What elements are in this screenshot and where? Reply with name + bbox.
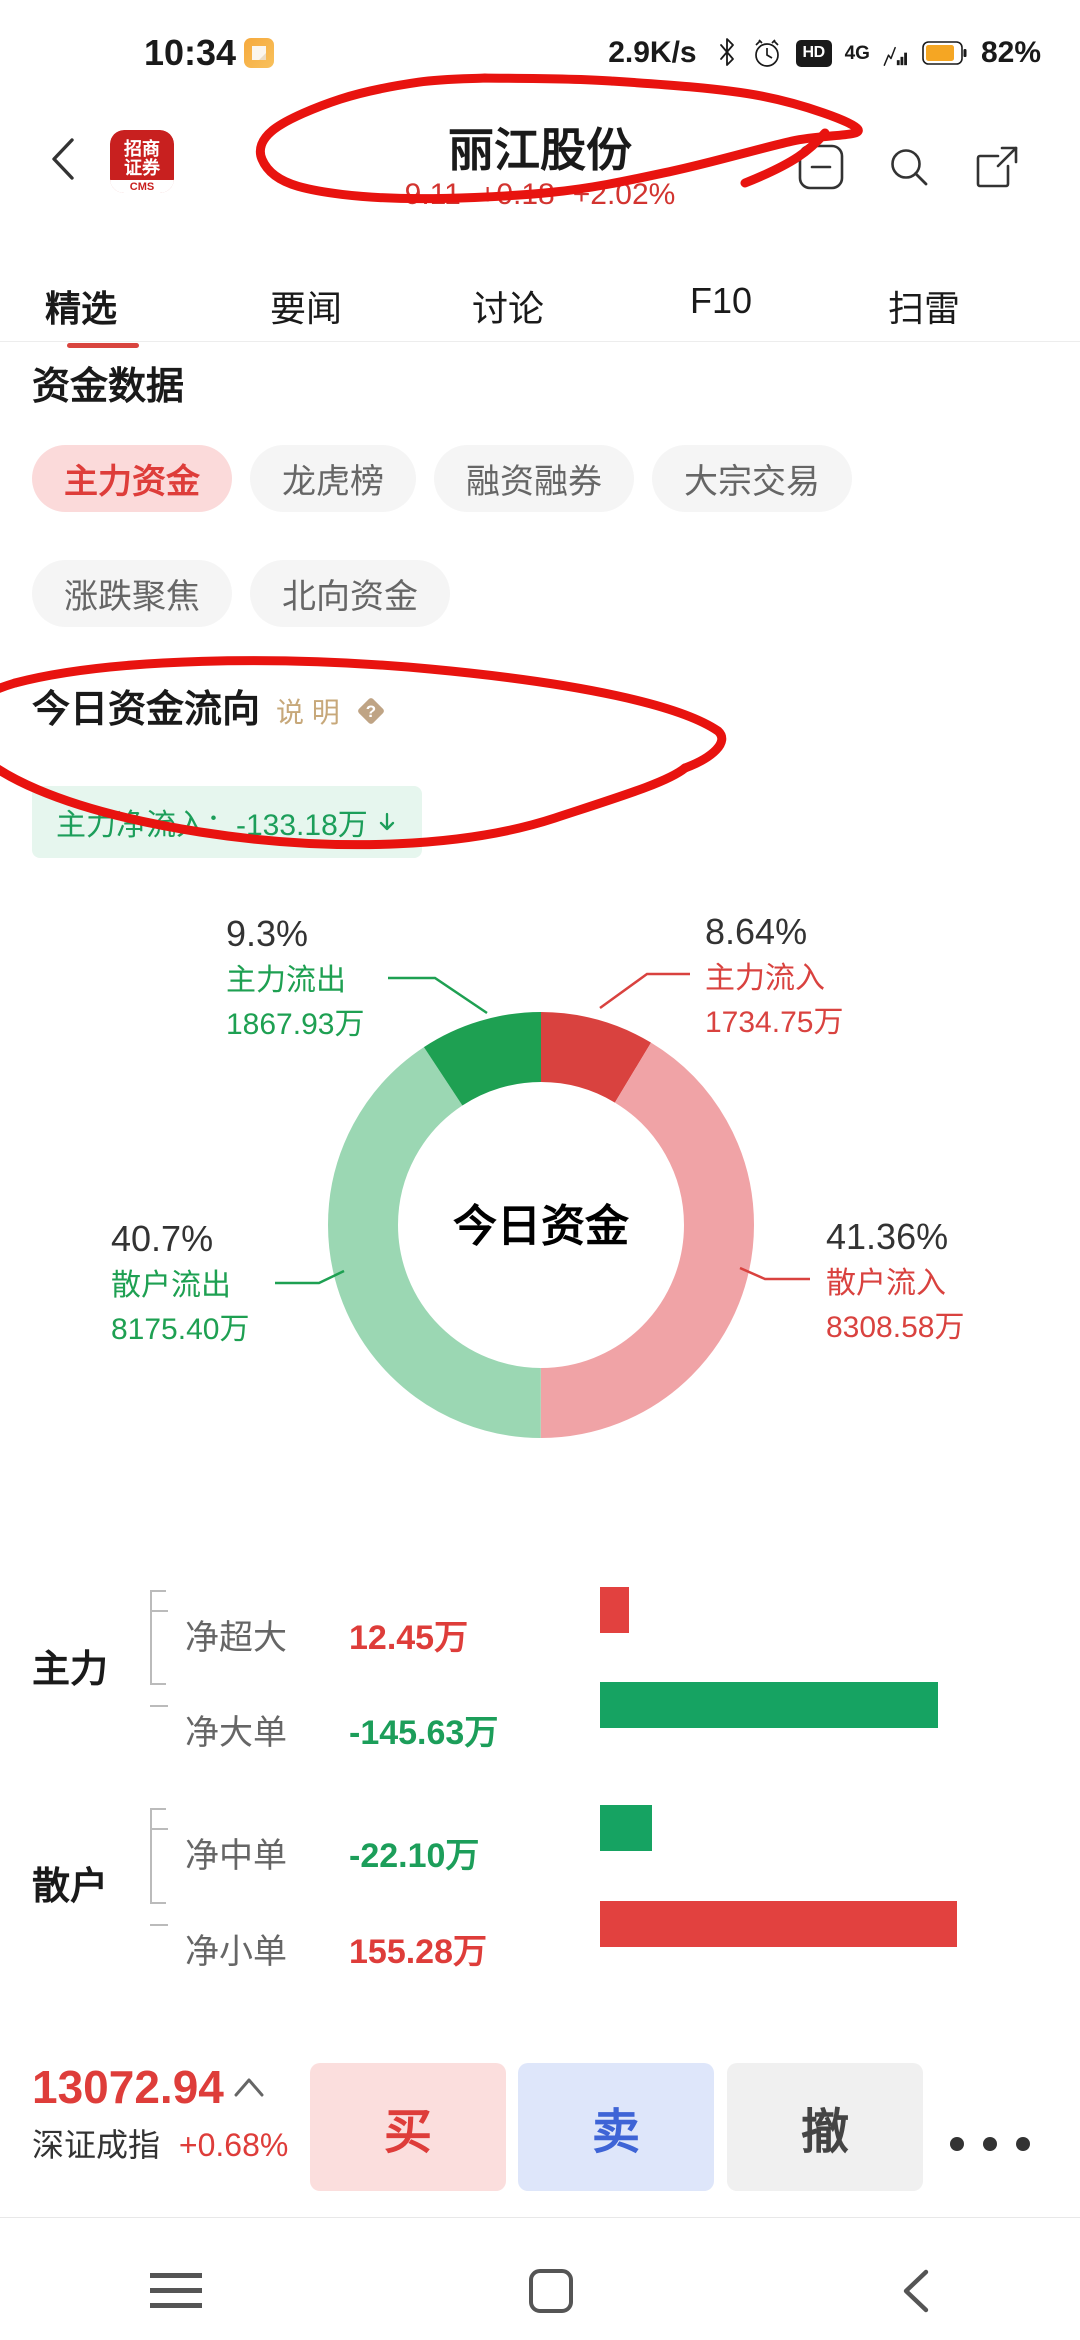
svg-text:今日资金: 今日资金 xyxy=(453,1202,630,1251)
